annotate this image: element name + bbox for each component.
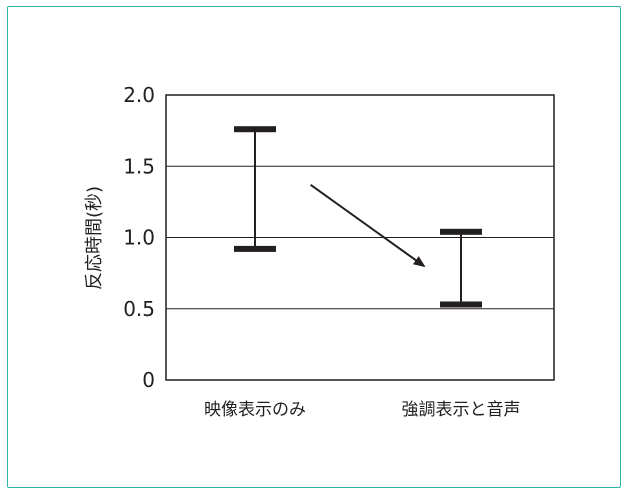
figure-frame xyxy=(7,6,621,488)
error-bar-cap-high xyxy=(234,126,276,133)
x-category-label: 映像表示のみ xyxy=(204,400,306,420)
y-tick-label: 1.0 xyxy=(123,226,155,250)
error-bar xyxy=(440,228,482,308)
error-bar-cap-low xyxy=(440,301,482,308)
gridlines xyxy=(166,165,554,310)
trend-arrow xyxy=(310,183,426,268)
y-tick-label: 0.5 xyxy=(123,297,155,321)
y-tick-label: 1.5 xyxy=(123,154,155,178)
y-tick-labels: 0 0.5 1.0 1.5 2.0 xyxy=(123,83,155,392)
y-axis-label: 反応時間(秒) xyxy=(84,186,105,290)
error-bar xyxy=(234,126,276,252)
error-bar-cap-low xyxy=(234,245,276,252)
x-category-label: 強調表示と音声 xyxy=(402,400,521,420)
error-bars xyxy=(234,126,482,308)
y-tick-label: 0 xyxy=(142,368,155,392)
plot-area xyxy=(165,94,555,381)
error-bar-cap-high xyxy=(440,228,482,235)
y-tick-label: 2.0 xyxy=(123,83,155,107)
x-category-labels: 映像表示のみ 強調表示と音声 xyxy=(204,400,521,420)
